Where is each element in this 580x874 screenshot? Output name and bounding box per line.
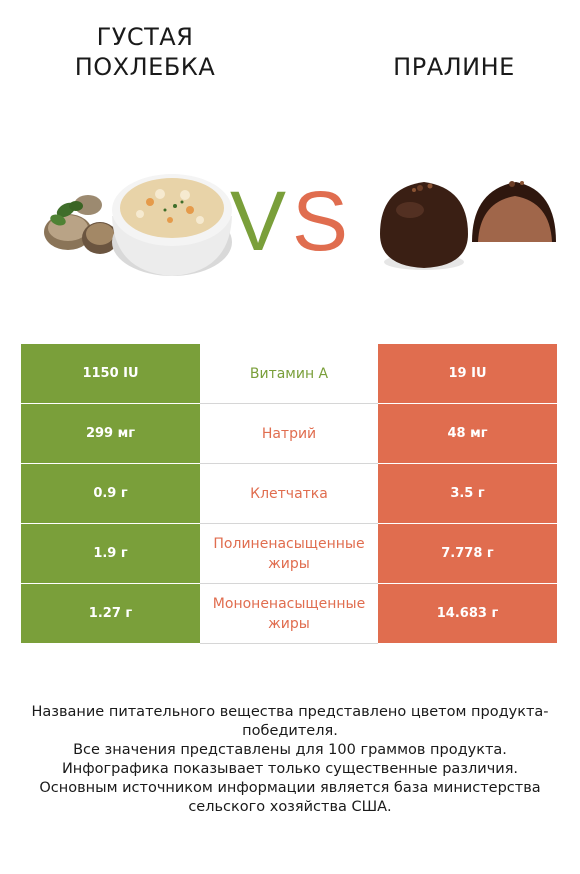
praline-cut-image: [472, 181, 556, 242]
comparison-table: 1150 IU Витамин А 19 IU 299 мг Натрий 48…: [21, 344, 557, 644]
left-value: 1150 IU: [21, 344, 200, 404]
right-value: 7.778 г: [378, 524, 557, 584]
nutrient-name: Витамин А: [200, 344, 378, 404]
right-value: 48 мг: [378, 404, 557, 464]
praline-whole-image: [380, 182, 468, 270]
right-value: 19 IU: [378, 344, 557, 404]
nutrient-name: Клетчатка: [200, 464, 378, 524]
nutrient-name: Мононенасыщенные жиры: [200, 584, 378, 644]
left-value: 1.9 г: [21, 524, 200, 584]
left-value: 0.9 г: [21, 464, 200, 524]
chowder-bowl-image: [112, 174, 232, 276]
nutrient-name: Натрий: [200, 404, 378, 464]
footer-notes: Название питательного вещества представл…: [20, 703, 560, 817]
right-food-title: ПРАЛИНЕ: [393, 53, 515, 81]
table-row: 1.9 г Полиненасыщенные жиры 7.778 г: [21, 524, 557, 584]
footer-line: Инфографика показывает только существенн…: [61, 761, 519, 777]
footer-line: Все значения представлены для 100 граммо…: [73, 742, 507, 758]
left-value: 1.27 г: [21, 584, 200, 644]
left-value: 299 мг: [21, 404, 200, 464]
nutrient-name: Полиненасыщенные жиры: [200, 524, 378, 584]
left-food-title: ГУСТАЯ ПОХЛЕБКА: [74, 23, 216, 81]
right-value: 14.683 г: [378, 584, 557, 644]
footer-line: Название питательного вещества представл…: [31, 704, 549, 739]
footer-line: Основным источником информации является …: [39, 780, 541, 815]
right-value: 3.5 г: [378, 464, 557, 524]
table-row: 1.27 г Мононенасыщенные жиры 14.683 г: [21, 584, 557, 644]
table-row: 299 мг Натрий 48 мг: [21, 404, 557, 464]
vs-letter-s: S: [292, 174, 348, 268]
vs-letter-v: V: [230, 174, 286, 268]
table-row: 1150 IU Витамин А 19 IU: [21, 344, 557, 404]
table-row: 0.9 г Клетчатка 3.5 г: [21, 464, 557, 524]
parsley-image: [50, 201, 83, 226]
food-images: V S: [44, 174, 556, 276]
